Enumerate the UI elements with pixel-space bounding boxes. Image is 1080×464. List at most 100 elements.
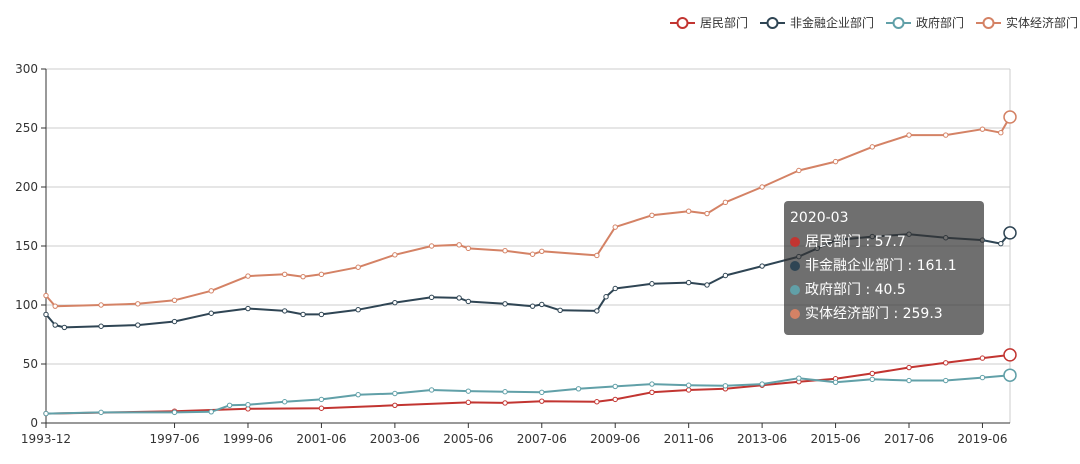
- y-tick-label: 250: [15, 121, 38, 135]
- data-point-0: [612, 396, 618, 403]
- data-point-3: [998, 130, 1004, 136]
- data-point-3: [685, 208, 692, 214]
- legend-swatch-resident-icon: [669, 16, 695, 29]
- x-tick-label: 2005-06: [443, 432, 493, 446]
- data-point-2: [539, 389, 545, 396]
- data-point-2: [226, 402, 233, 408]
- data-point-3: [355, 264, 361, 270]
- data-point-1: [704, 282, 710, 288]
- data-point-2: [943, 377, 949, 384]
- tooltip-value-nonfinancial: 非金融企业部门 : 161.1: [805, 258, 957, 274]
- data-point-1: [529, 303, 536, 309]
- data-point-1: [998, 240, 1004, 247]
- data-point-2: [392, 390, 398, 397]
- data-point-0: [685, 387, 692, 393]
- data-point-3: [502, 248, 508, 254]
- data-point-2: [649, 381, 655, 387]
- x-tick-label: 2001-06: [296, 432, 346, 446]
- data-point-2: [245, 402, 251, 408]
- legend-swatch-nonfinancial-icon: [759, 16, 785, 29]
- data-point-0: [979, 355, 986, 361]
- x-tick-label: 1993-12: [21, 432, 71, 446]
- data-point-3: [52, 303, 58, 309]
- tooltip-dot-real-economy-icon: [790, 309, 800, 319]
- data-point-2: [722, 383, 729, 389]
- data-point-3: [98, 302, 104, 308]
- data-point-1: [355, 307, 361, 313]
- tooltip-row-real-economy: 实体经济部门 : 259.3: [790, 302, 984, 326]
- data-point-0: [594, 399, 600, 405]
- data-point-1: [135, 322, 141, 328]
- axes: 0 50 100 150 200 250 300 1993-12 1997-06 1999-06 2…: [15, 62, 1010, 446]
- data-point-1: [612, 285, 618, 292]
- legend-label-real-economy: 实体经济部门: [1005, 16, 1078, 30]
- data-point-1: [456, 295, 462, 301]
- x-tick-label: 2017-06: [884, 432, 934, 446]
- data-point-1: [61, 324, 68, 331]
- data-point-2: [906, 377, 912, 384]
- y-tick-label: 0: [30, 416, 38, 430]
- y-tick-label: 300: [15, 62, 38, 76]
- data-point-1: [392, 299, 398, 306]
- data-point-3: [796, 167, 802, 174]
- data-point-2: [502, 389, 508, 395]
- data-point-3: [649, 212, 655, 219]
- legend-item-real-economy[interactable]: 实体经济部门: [975, 14, 1078, 31]
- data-point-3: [943, 132, 949, 138]
- data-point-2: [282, 399, 288, 405]
- tooltip-value-resident: 居民部门 : 57.7: [805, 234, 906, 250]
- data-point-1: [465, 298, 472, 305]
- data-point-0: [649, 389, 655, 396]
- data-point-0: [539, 398, 545, 404]
- tooltip-dot-government-icon: [790, 285, 800, 295]
- tooltip-row-government: 政府部门 : 40.5: [790, 278, 984, 302]
- data-point-2: [428, 387, 435, 393]
- y-tick-label: 100: [15, 298, 38, 312]
- data-point-3: [428, 243, 435, 249]
- y-tick-label: 150: [15, 239, 38, 253]
- data-point-0: [392, 402, 398, 408]
- data-point-1: [539, 301, 545, 308]
- series-line-2: [45, 374, 1011, 415]
- data-point-3: [759, 184, 765, 190]
- legend-swatch-real-economy-icon: [975, 16, 1001, 29]
- data-point-2: [832, 379, 839, 385]
- data-point-2: [465, 388, 472, 394]
- data-point-3: [392, 252, 398, 258]
- tooltip-value-government: 政府部门 : 40.5: [805, 282, 906, 298]
- data-point-2[interactable]: [1003, 368, 1017, 382]
- data-point-3: [208, 288, 214, 294]
- legend-item-resident[interactable]: 居民部门: [669, 14, 748, 31]
- legend-label-nonfinancial: 非金融企业部门: [789, 16, 874, 30]
- tooltip-row-resident: 居民部门 : 57.7: [790, 230, 984, 254]
- data-point-1: [428, 294, 435, 301]
- data-point-3[interactable]: [1003, 110, 1017, 124]
- data-point-2: [612, 383, 618, 390]
- legend-item-nonfinancial[interactable]: 非金融企业部门: [759, 14, 874, 31]
- data-point-0: [318, 405, 325, 411]
- data-point-1: [208, 310, 214, 316]
- data-point-0: [502, 400, 508, 406]
- data-point-2: [685, 382, 692, 388]
- data-point-3: [456, 242, 462, 248]
- data-point-1: [318, 311, 325, 318]
- data-point-1: [282, 308, 288, 314]
- data-point-3: [529, 251, 536, 257]
- legend-label-resident: 居民部门: [699, 16, 748, 30]
- data-point-0[interactable]: [1003, 348, 1017, 362]
- data-point-1: [603, 294, 609, 300]
- data-point-1[interactable]: [1003, 226, 1017, 240]
- x-tick-label: 2007-06: [517, 432, 567, 446]
- data-point-3: [612, 224, 618, 230]
- data-point-1: [300, 311, 306, 318]
- x-tick-label: 1999-06: [223, 432, 273, 446]
- data-point-2: [318, 396, 325, 403]
- data-point-1: [52, 322, 58, 328]
- data-point-1: [557, 307, 563, 314]
- data-point-3: [43, 292, 49, 299]
- x-tick-label: 2013-06: [737, 432, 787, 446]
- legend-item-government[interactable]: 政府部门: [885, 14, 964, 31]
- data-point-0: [943, 360, 949, 366]
- data-point-0: [869, 370, 875, 377]
